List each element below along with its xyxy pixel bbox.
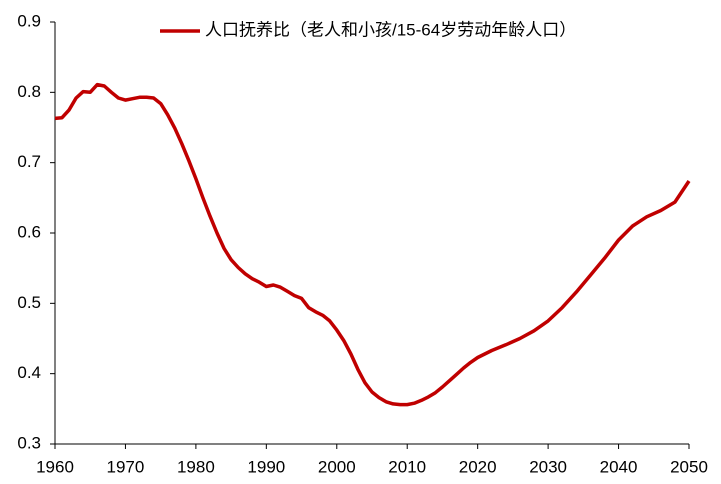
x-tick-label: 2040 bbox=[600, 457, 638, 476]
x-tick-label: 2050 bbox=[670, 457, 708, 476]
x-tick-label: 2000 bbox=[318, 457, 356, 476]
y-tick-label: 0.5 bbox=[17, 293, 41, 312]
y-tick-label: 0.6 bbox=[17, 222, 41, 241]
y-tick-label: 0.9 bbox=[17, 11, 41, 30]
x-tick-label: 1980 bbox=[177, 457, 215, 476]
y-tick-label: 0.8 bbox=[17, 82, 41, 101]
x-tick-label: 2030 bbox=[529, 457, 567, 476]
x-tick-label: 2010 bbox=[388, 457, 426, 476]
data-line bbox=[54, 82, 691, 407]
y-tick-label: 0.4 bbox=[17, 363, 41, 382]
x-tick-label: 1960 bbox=[36, 457, 74, 476]
x-tick-label: 1970 bbox=[107, 457, 145, 476]
x-tick-label: 2020 bbox=[459, 457, 497, 476]
x-tick-label: 1990 bbox=[247, 457, 285, 476]
y-tick-label: 0.3 bbox=[17, 433, 41, 452]
legend-label: 人口抚养比（老人和小孩/15-64岁劳动年龄人口） bbox=[205, 20, 576, 39]
y-tick-label: 0.7 bbox=[17, 152, 41, 171]
